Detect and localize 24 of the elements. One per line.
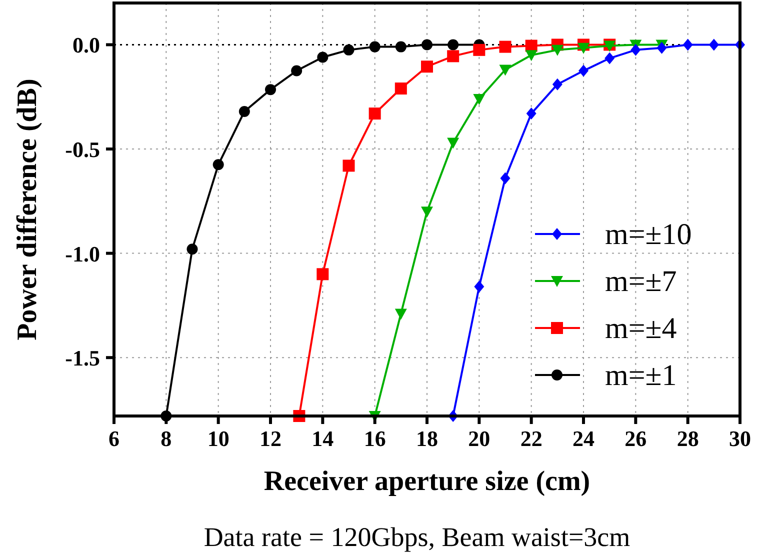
legend-label: m=±4 <box>605 312 677 345</box>
x-tick-label: 14 <box>312 426 334 451</box>
y-tick-label: -1.5 <box>65 346 100 371</box>
x-tick-label: 28 <box>676 426 699 451</box>
x-tick-label: 18 <box>416 426 438 451</box>
legend-label: m=±10 <box>605 218 692 251</box>
y-axis-title: Power difference (dB) <box>12 78 43 340</box>
y-tick-label: -1.0 <box>65 241 100 266</box>
x-tick-label: 16 <box>364 426 386 451</box>
y-tick-label: -0.5 <box>65 137 100 162</box>
y-tick-label: 0.0 <box>72 32 100 58</box>
legend-label: m=±1 <box>605 359 677 392</box>
legend-label: m=±7 <box>605 265 677 298</box>
x-tick-label: 22 <box>520 426 542 451</box>
x-tick-label: 24 <box>572 426 594 451</box>
x-tick-label: 12 <box>260 426 282 451</box>
x-tick-label: 30 <box>729 426 751 451</box>
x-tick-label: 6 <box>108 426 120 451</box>
x-tick-label: 10 <box>207 426 230 451</box>
x-tick-label: 20 <box>468 426 490 451</box>
x-tick-label: 8 <box>160 426 172 451</box>
x-tick-label: 26 <box>624 426 647 451</box>
text: Data rate = 120Gbps, Beam waist=3cm <box>204 522 630 552</box>
x-axis-title: Receiver aperture size (cm) <box>264 466 590 497</box>
